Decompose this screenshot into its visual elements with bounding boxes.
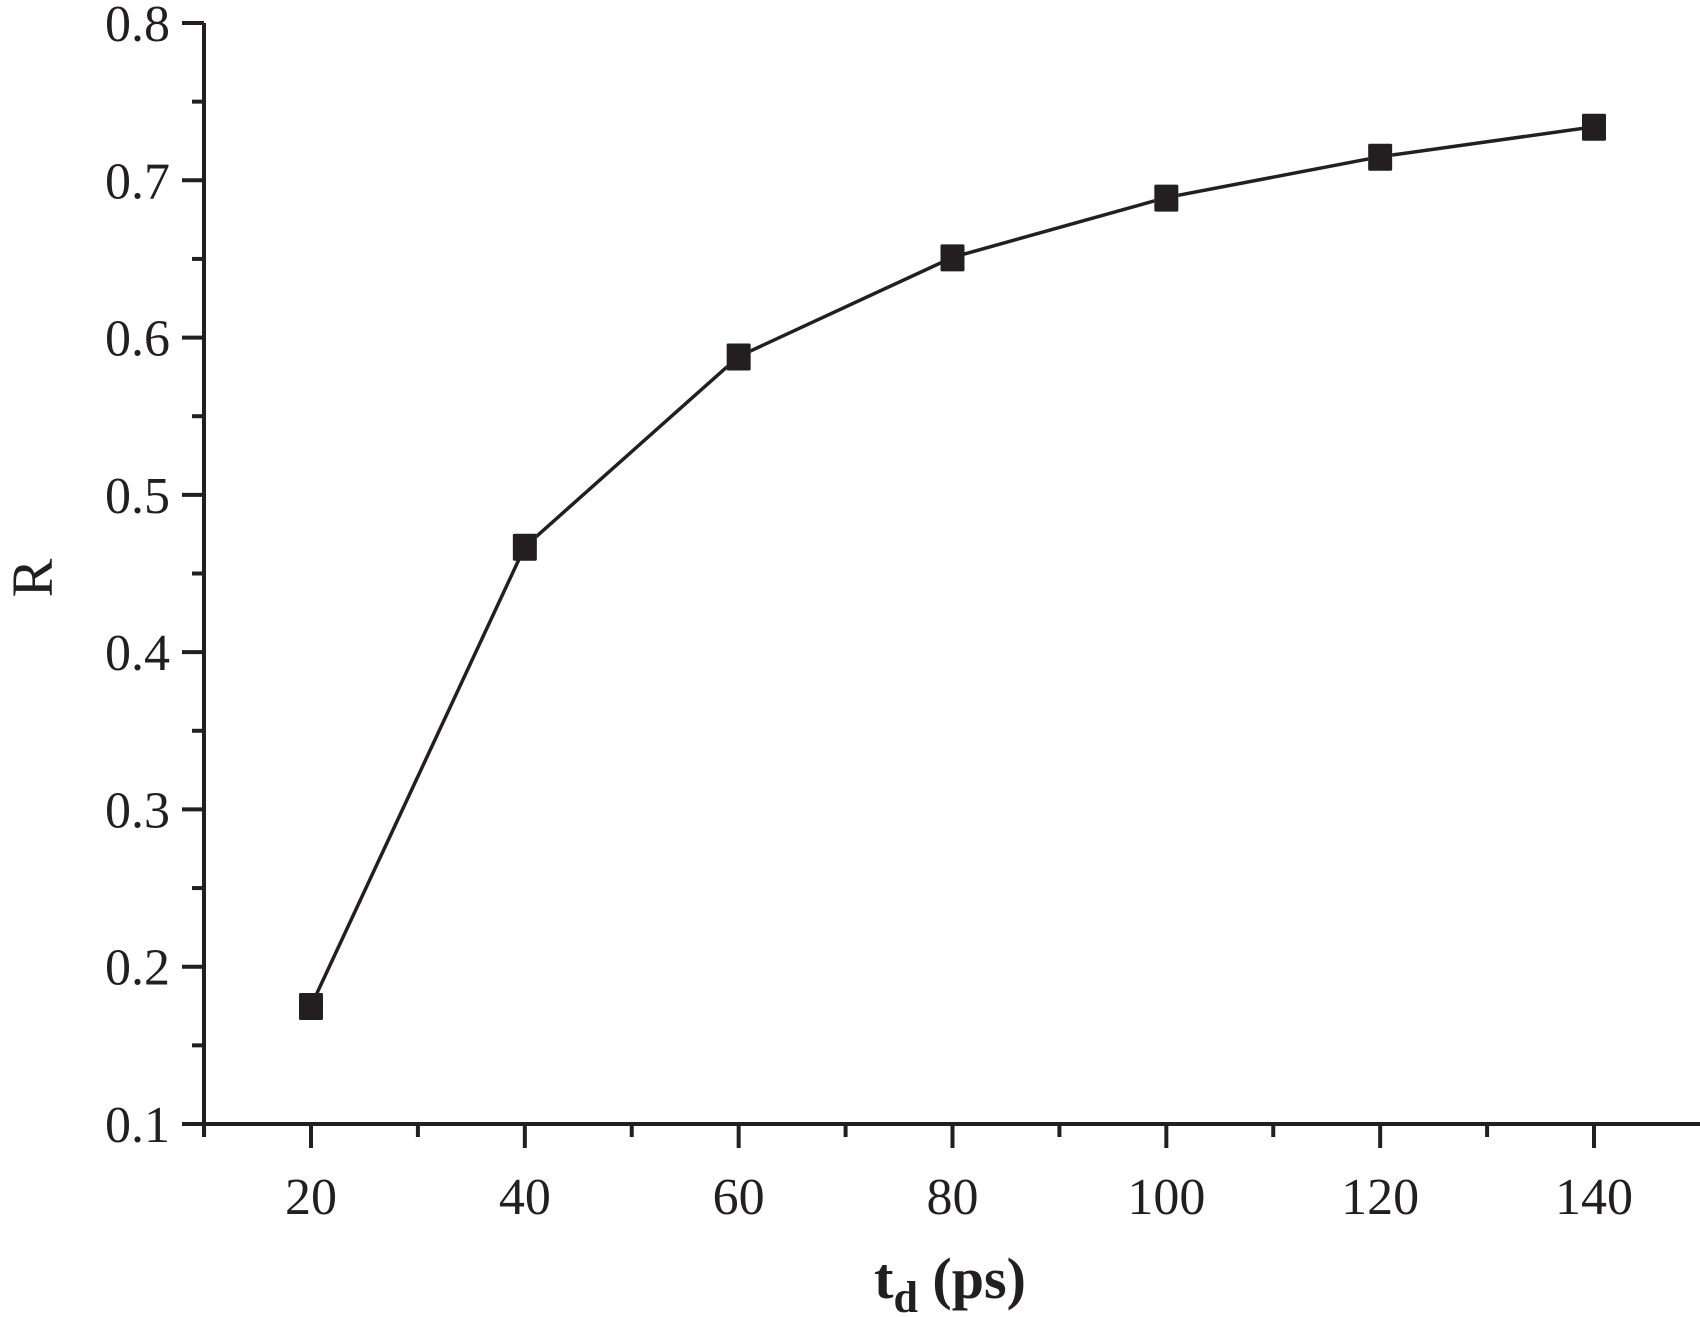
x-tick-label: 100 xyxy=(1127,1169,1205,1226)
square-marker-icon xyxy=(1368,143,1393,171)
square-marker-icon xyxy=(1582,113,1606,141)
axes: 0.1 0.2 0.3 0.4 0.5 0.6 0.7 0.8 20 40 60 80 100 120 14… xyxy=(105,0,1700,1226)
y-tick-label: 0.5 xyxy=(105,468,170,525)
y-tick-label: 0.8 xyxy=(105,0,170,53)
square-marker-icon xyxy=(1154,184,1179,212)
x-tick-label: 40 xyxy=(499,1169,551,1226)
y-tick-label: 0.6 xyxy=(105,311,170,368)
y-tick-label: 0.4 xyxy=(105,625,170,682)
x-tick-label: 80 xyxy=(927,1169,979,1226)
x-tick-label: 20 xyxy=(285,1169,337,1226)
y-tick-label: 0.1 xyxy=(105,1097,170,1154)
x-tick-label: 140 xyxy=(1555,1169,1633,1226)
y-tick-label: 0.3 xyxy=(105,782,170,839)
x-axis-title-main: t xyxy=(874,1246,894,1311)
square-marker-icon xyxy=(512,533,537,561)
x-tick-label: 120 xyxy=(1341,1169,1419,1226)
x-axis-title: td (ps) xyxy=(874,1246,1026,1317)
y-tick-label: 0.7 xyxy=(105,153,170,210)
x-axis-title-unit: (ps) xyxy=(918,1246,1026,1311)
y-axis-title: R xyxy=(0,558,65,597)
x-axis-title-subscript: d xyxy=(893,1273,917,1317)
data-series xyxy=(299,113,1606,1021)
square-marker-icon xyxy=(299,993,323,1021)
square-marker-icon xyxy=(726,343,751,371)
x-tick-label: 60 xyxy=(713,1169,765,1226)
square-marker-icon xyxy=(940,244,965,272)
y-tick-label: 0.2 xyxy=(105,940,170,997)
